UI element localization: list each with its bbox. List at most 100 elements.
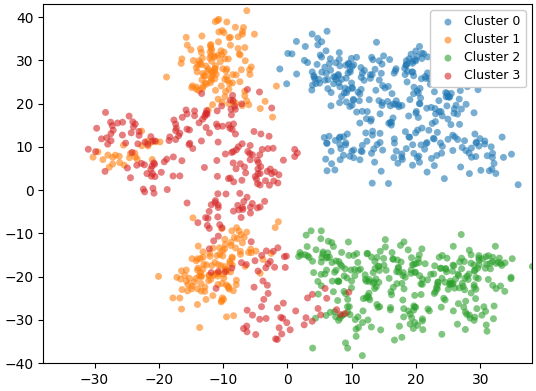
Cluster 2	[325, 254, 334, 260]
Cluster 2	[322, 267, 331, 273]
Cluster 2	[411, 269, 420, 275]
Cluster 2	[347, 285, 356, 291]
Cluster 0	[408, 69, 417, 75]
Cluster 1	[247, 64, 256, 70]
Cluster 2	[410, 303, 418, 309]
Cluster 2	[481, 308, 490, 314]
Cluster 3	[246, 157, 255, 163]
Cluster 2	[317, 283, 326, 289]
Cluster 0	[401, 72, 410, 78]
Cluster 0	[456, 88, 465, 94]
Cluster 2	[376, 248, 384, 255]
Cluster 0	[317, 69, 326, 75]
Cluster 2	[309, 269, 318, 276]
Cluster 1	[238, 31, 247, 37]
Cluster 3	[133, 141, 142, 147]
Cluster 1	[137, 128, 146, 134]
Cluster 3	[308, 318, 316, 325]
Cluster 0	[450, 110, 458, 116]
Cluster 0	[366, 75, 375, 81]
Cluster 2	[343, 303, 352, 310]
Cluster 1	[184, 282, 192, 288]
Cluster 2	[349, 252, 358, 258]
Cluster 2	[327, 260, 336, 266]
Cluster 0	[387, 122, 396, 128]
Cluster 3	[229, 149, 237, 155]
Cluster 2	[471, 314, 479, 320]
Cluster 1	[232, 277, 241, 283]
Cluster 0	[390, 70, 398, 76]
Cluster 3	[252, 176, 260, 182]
Cluster 3	[185, 140, 194, 146]
Cluster 0	[410, 73, 418, 79]
Cluster 2	[411, 319, 419, 326]
Cluster 3	[151, 138, 159, 144]
Cluster 0	[431, 111, 440, 117]
Cluster 1	[217, 48, 225, 54]
Cluster 2	[441, 265, 450, 272]
Cluster 3	[308, 291, 317, 298]
Cluster 2	[340, 273, 348, 279]
Cluster 1	[207, 53, 215, 59]
Cluster 3	[202, 214, 210, 221]
Cluster 1	[194, 265, 203, 271]
Cluster 3	[200, 113, 209, 120]
Cluster 0	[453, 111, 462, 117]
Cluster 2	[470, 284, 479, 291]
Cluster 2	[399, 297, 407, 303]
Cluster 2	[354, 259, 362, 265]
Cluster 2	[475, 257, 483, 264]
Cluster 0	[360, 77, 368, 83]
Cluster 0	[408, 58, 416, 65]
Cluster 1	[201, 73, 210, 79]
Cluster 1	[202, 81, 211, 87]
Cluster 0	[371, 87, 380, 93]
Cluster 2	[446, 281, 455, 287]
Cluster 3	[280, 253, 289, 260]
Cluster 2	[302, 232, 310, 238]
Cluster 1	[181, 272, 189, 278]
Cluster 3	[227, 112, 236, 118]
Cluster 0	[394, 102, 403, 108]
Cluster 3	[101, 168, 109, 174]
Cluster 3	[273, 245, 282, 251]
Cluster 2	[491, 243, 500, 249]
Cluster 3	[273, 305, 281, 311]
Cluster 1	[214, 16, 223, 22]
Cluster 2	[480, 304, 488, 310]
Cluster 0	[342, 62, 351, 68]
Cluster 3	[228, 126, 236, 133]
Cluster 3	[248, 312, 257, 318]
Cluster 3	[200, 164, 209, 170]
Cluster 1	[143, 138, 152, 145]
Cluster 2	[351, 273, 359, 279]
Cluster 3	[177, 158, 186, 164]
Cluster 1	[207, 68, 215, 75]
Cluster 1	[200, 288, 209, 294]
Cluster 3	[246, 142, 255, 149]
Cluster 0	[358, 142, 367, 149]
Cluster 1	[206, 43, 215, 49]
Cluster 2	[400, 286, 408, 292]
Cluster 3	[91, 149, 100, 155]
Cluster 0	[477, 167, 485, 174]
Cluster 0	[499, 154, 508, 161]
Cluster 1	[211, 54, 219, 60]
Cluster 2	[370, 279, 378, 285]
Cluster 3	[228, 92, 237, 99]
Cluster 2	[398, 280, 406, 287]
Cluster 0	[348, 63, 356, 70]
Cluster 1	[210, 53, 218, 59]
Cluster 2	[307, 228, 315, 234]
Cluster 2	[365, 276, 374, 283]
Cluster 3	[270, 264, 279, 270]
Cluster 0	[398, 151, 406, 157]
Cluster 2	[482, 254, 490, 260]
Cluster 3	[97, 136, 106, 142]
Cluster 1	[231, 245, 240, 251]
Cluster 2	[399, 305, 408, 312]
Cluster 3	[108, 122, 116, 129]
Cluster 0	[377, 168, 385, 174]
Cluster 2	[399, 269, 407, 276]
Cluster 3	[183, 126, 191, 132]
